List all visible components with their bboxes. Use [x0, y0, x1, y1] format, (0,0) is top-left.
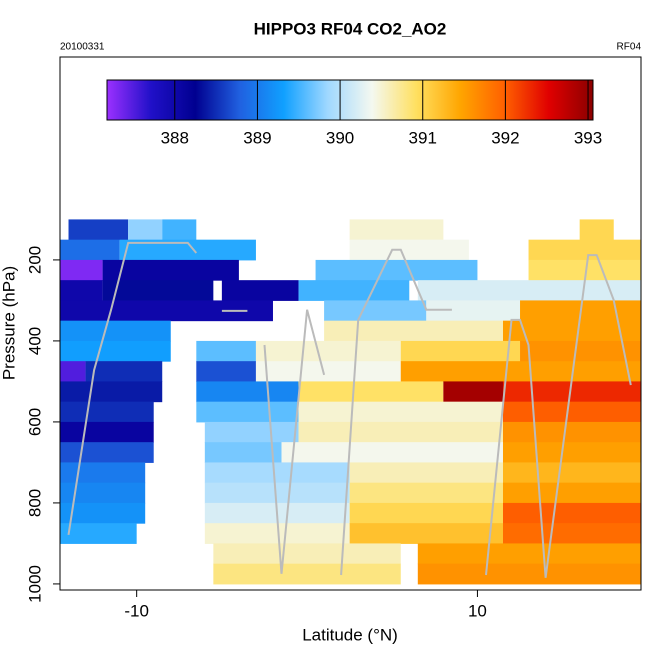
heatmap-cell	[426, 300, 521, 322]
heatmap-cell	[204, 421, 299, 443]
flight-note: RF04	[617, 42, 642, 53]
heatmap-cell	[60, 320, 171, 342]
heatmap-cell	[213, 563, 401, 585]
y-tick-label: 200	[25, 246, 44, 274]
heatmap-cell	[60, 361, 86, 382]
y-tick-label: 1000	[25, 565, 44, 603]
heatmap-cell	[281, 442, 503, 463]
heatmap-cell	[60, 502, 146, 524]
heatmap-cell	[502, 462, 641, 484]
heatmap-cell	[85, 361, 163, 382]
heatmap-cell	[60, 401, 154, 423]
heatmap-cell	[196, 401, 299, 423]
heatmap-cell	[579, 219, 614, 241]
heatmap-cell	[102, 259, 239, 281]
heatmap-cell	[324, 320, 503, 342]
overlay	[67, 241, 632, 578]
heatmap-cell	[349, 219, 444, 241]
colorbar-tick-label: 391	[409, 128, 437, 147]
y-tick-label: 800	[25, 489, 44, 517]
heatmap-cell	[60, 523, 137, 544]
heatmap-cell	[204, 523, 350, 544]
heatmap-cell	[298, 280, 410, 301]
heatmap-cell	[102, 280, 214, 301]
colorbar-tick-label: 392	[491, 128, 519, 147]
heatmap-cell	[349, 239, 469, 261]
x-axis-label: Latitude (°N)	[302, 625, 398, 644]
heatmap-cell	[298, 381, 444, 403]
heatmap-cell	[502, 401, 641, 423]
heatmap-cell	[520, 340, 641, 362]
plot-frame	[59, 56, 642, 591]
heatmap-cell	[162, 219, 197, 241]
heatmap-cell	[502, 381, 641, 403]
heatmap-cell	[255, 361, 401, 382]
heatmap-cell	[60, 462, 146, 484]
heatmap-cell	[60, 280, 103, 301]
heatmap-cell	[204, 482, 350, 504]
heatmap-cell	[400, 340, 521, 362]
heatmap-cell	[196, 361, 256, 382]
heatmap-cell	[204, 442, 282, 463]
heatmap-cell	[502, 502, 641, 524]
heatmap-cell	[204, 462, 350, 484]
heatmap-cell	[60, 239, 120, 261]
heatmap-cell	[213, 543, 401, 565]
heatmap-cell	[128, 219, 163, 241]
heatmap-cell	[119, 239, 256, 261]
heatmap-cell	[349, 502, 503, 524]
heatmap-cell	[417, 543, 641, 565]
heatmap-cell	[400, 361, 641, 382]
date-note: 20100331	[60, 42, 105, 53]
y-tick-label: 400	[25, 327, 44, 355]
y-tick-label: 600	[25, 408, 44, 436]
heatmap-cell	[196, 340, 256, 362]
chart-title: HIPPO3 RF04 CO2_AO2	[254, 19, 447, 38]
heatmap-cell	[60, 442, 154, 463]
heatmap-cell	[443, 381, 503, 403]
heatmap-cell	[349, 523, 503, 544]
heatmap-cell	[349, 462, 503, 484]
heatmap-cell	[60, 259, 103, 281]
heatmap-cell	[528, 239, 641, 261]
x-tick-label: -10	[124, 601, 149, 620]
y-axis-label: Pressure (hPa)	[0, 266, 18, 380]
heatmap-cell	[528, 259, 641, 281]
heatmap-cell	[60, 300, 273, 322]
colorbar-tick-label: 393	[574, 128, 602, 147]
heatmap-cell	[196, 381, 299, 403]
heatmap-cell	[60, 381, 163, 403]
heatmap-cell	[221, 280, 299, 301]
colorbar-tick-label: 389	[243, 128, 271, 147]
heatmap-cell	[502, 482, 641, 504]
colorbar	[106, 79, 594, 121]
heatmap-cell	[502, 320, 641, 342]
heatmap-cell	[298, 401, 503, 423]
heatmap-cell	[68, 219, 129, 241]
heatmap-cell	[349, 482, 503, 504]
heatmap-cell	[502, 523, 641, 544]
heatmap-cell	[60, 421, 154, 443]
colorbar-tick-label: 388	[161, 128, 189, 147]
heatmap-cell	[60, 482, 146, 504]
heatmap-cell	[502, 421, 641, 443]
heatmap	[60, 219, 641, 585]
heatmap-cell	[417, 563, 641, 585]
heatmap-cell	[324, 300, 427, 322]
heatmap-cell	[255, 340, 401, 362]
heatmap-cell	[502, 442, 641, 463]
flight-track	[67, 241, 632, 578]
colorbar-tick-label: 390	[326, 128, 354, 147]
heatmap-cell	[60, 340, 171, 362]
heatmap-cell	[298, 421, 503, 443]
x-tick-label: 10	[468, 601, 487, 620]
heatmap-cell	[315, 259, 478, 281]
